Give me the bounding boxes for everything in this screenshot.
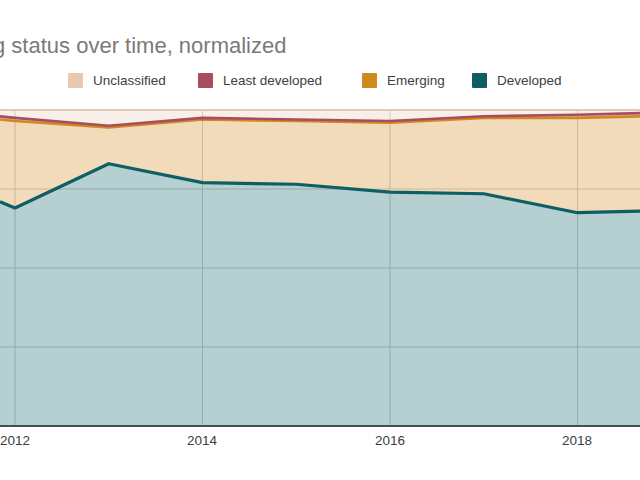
stacked-area-chart-panel: g status over time, normalized Unclassif… [0, 0, 640, 480]
plot-area[interactable] [0, 0, 640, 480]
